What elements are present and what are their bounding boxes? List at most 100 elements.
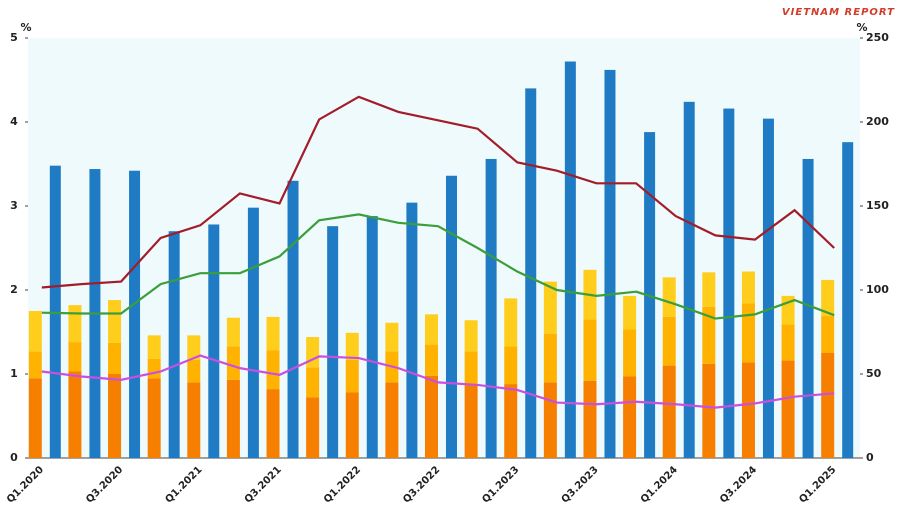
bar-segment — [226, 317, 240, 347]
x-tick-label: Q1.2022 — [322, 464, 363, 505]
y-tick-label: 3 — [10, 199, 18, 212]
bar-segment — [583, 380, 597, 458]
bar-segment — [623, 329, 637, 377]
bar — [446, 175, 457, 458]
bar-segment — [821, 279, 835, 317]
bar-segment — [702, 272, 716, 307]
bar-segment — [68, 342, 82, 372]
bar-segment — [623, 295, 637, 330]
x-tick-label: Q3.2020 — [84, 464, 125, 505]
y-tick-label: 5 — [10, 31, 18, 44]
bar-segment — [464, 351, 478, 385]
bar-segment — [266, 316, 280, 351]
bar-segment — [662, 277, 676, 317]
bar-segment — [345, 392, 359, 458]
bar-segment — [108, 342, 122, 374]
x-tick-label: Q3.2021 — [243, 464, 284, 505]
bar-segment — [147, 358, 161, 379]
bar-segment — [741, 271, 755, 304]
bar-segment — [187, 335, 201, 360]
y2-tick-label: 100 — [866, 283, 889, 296]
bar — [247, 207, 259, 458]
x-tick-label: Q1.2021 — [163, 464, 204, 505]
bar-segment — [504, 346, 518, 385]
bar-segment — [226, 379, 240, 458]
bar-segment — [781, 324, 795, 361]
bar-segment — [68, 371, 82, 458]
bar-segment — [821, 316, 835, 353]
y2-tick-label: 0 — [866, 451, 874, 464]
plot-background — [28, 38, 860, 458]
bar-segment — [741, 303, 755, 363]
bar-segment — [306, 397, 320, 458]
bar-segment — [28, 378, 42, 458]
bar-segment — [266, 350, 280, 390]
line — [41, 95, 835, 289]
bar — [406, 202, 418, 458]
bar — [842, 142, 854, 458]
bar-segment — [385, 382, 399, 458]
bar-segment — [662, 316, 676, 366]
bar — [366, 216, 378, 458]
x-tick-label: Q1.2025 — [797, 464, 838, 505]
bar-segment — [543, 281, 557, 334]
y-axis-label: % — [20, 21, 31, 34]
bar-segment — [28, 351, 42, 379]
x-tick-label: Q3.2023 — [560, 464, 601, 505]
bar-segment — [187, 382, 201, 458]
bar-segment — [504, 384, 518, 458]
bar-segment — [623, 376, 637, 458]
bar — [129, 170, 141, 458]
y2-tick-label: 150 — [866, 199, 889, 212]
x-tick-label: Q3.2024 — [718, 464, 759, 505]
bar-segment — [821, 353, 835, 458]
bar — [525, 88, 537, 459]
bar — [287, 180, 299, 459]
bar-segment — [385, 322, 399, 352]
bar — [683, 101, 695, 458]
bar — [802, 158, 814, 458]
bar-segment — [306, 337, 320, 368]
y-tick-label: 4 — [10, 115, 18, 128]
bar-segment — [425, 314, 438, 345]
y-tick-label: 0 — [10, 451, 18, 464]
bar-segment — [306, 367, 320, 398]
bar-segment — [108, 374, 122, 458]
bar-segment — [147, 378, 161, 458]
bar-segment — [345, 332, 359, 360]
bar-segment — [345, 359, 359, 393]
y-tick-label: 1 — [10, 367, 18, 380]
bar-segment — [425, 375, 438, 458]
bar-segment — [464, 320, 478, 352]
x-tick-label: Q3.2022 — [401, 464, 442, 505]
bar-segment — [741, 362, 755, 458]
line — [41, 213, 835, 320]
y-tick-label: 2 — [10, 283, 18, 296]
bar — [564, 61, 576, 459]
bar — [327, 226, 339, 458]
bar-segment — [543, 382, 557, 458]
logo-text: VIETNAM REPORT — [782, 7, 895, 18]
y2-axis-label: % — [856, 21, 867, 34]
bar — [762, 118, 774, 458]
bar-segment — [425, 344, 438, 376]
x-tick-label: Q1.2020 — [5, 464, 46, 505]
bar-segment — [504, 298, 518, 347]
bar-segment — [147, 335, 161, 359]
bar-segment — [781, 360, 795, 458]
bar-segment — [543, 333, 557, 383]
bar-segment — [187, 359, 201, 383]
x-tick-label: Q1.2023 — [480, 464, 521, 505]
bar-segment — [266, 389, 280, 458]
bar-segment — [662, 365, 676, 458]
bar — [208, 224, 220, 458]
bar-segment — [702, 306, 716, 364]
bar — [168, 231, 180, 458]
bar-segment — [702, 363, 716, 458]
bar-segment — [464, 384, 478, 458]
bar-segment — [583, 319, 597, 381]
y2-tick-label: 250 — [866, 31, 889, 44]
bar — [485, 158, 497, 458]
bar-segment — [108, 300, 122, 343]
